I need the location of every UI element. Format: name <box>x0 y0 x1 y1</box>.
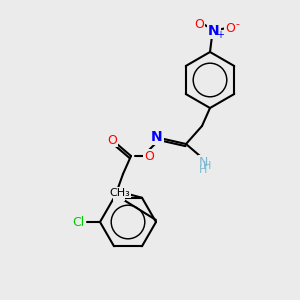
Text: H: H <box>203 161 211 171</box>
Text: Cl: Cl <box>72 215 84 229</box>
Text: N: N <box>208 24 220 38</box>
Text: N: N <box>151 130 163 144</box>
Text: O: O <box>144 149 154 163</box>
Text: -: - <box>235 19 239 29</box>
Text: +: + <box>216 30 224 40</box>
Text: H: H <box>199 165 207 175</box>
Text: O: O <box>114 188 124 200</box>
Text: O: O <box>194 17 204 31</box>
Text: O: O <box>107 134 117 146</box>
Text: O: O <box>225 22 235 34</box>
Text: N: N <box>198 155 208 169</box>
Text: CH₃: CH₃ <box>110 188 130 198</box>
